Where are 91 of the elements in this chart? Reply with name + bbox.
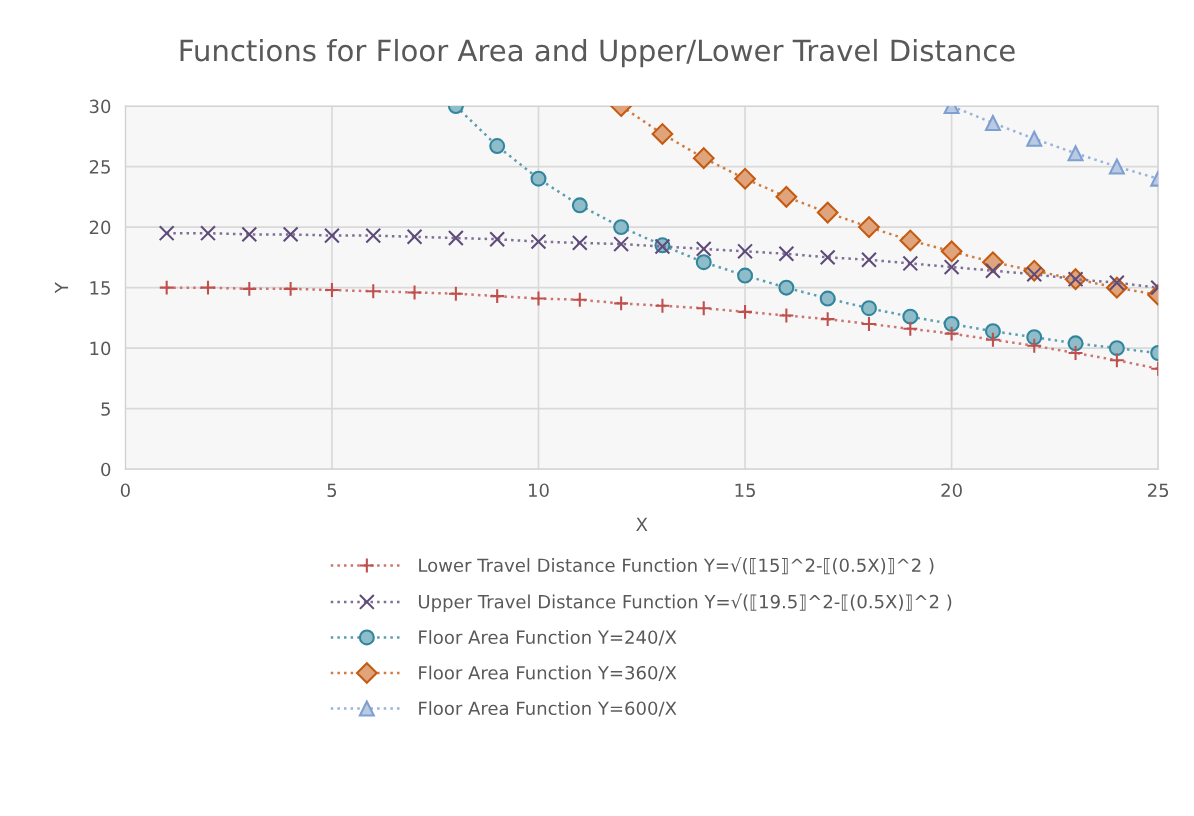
point [737, 267, 754, 284]
y-tick-label: 5 [101, 402, 110, 416]
x-tick-label: 15 [735, 483, 755, 498]
point [1108, 158, 1125, 175]
point [613, 295, 630, 312]
point [1108, 352, 1125, 369]
point [241, 226, 258, 243]
point [365, 283, 382, 300]
point [734, 167, 756, 190]
point [899, 229, 922, 252]
point [406, 228, 423, 245]
point [692, 147, 715, 169]
x-tick-label: 10 [528, 483, 549, 498]
legend-label: Floor Area Function Y=240/X [419, 630, 677, 646]
point [489, 288, 506, 305]
point [571, 234, 588, 251]
x-tick-label: 20 [941, 483, 962, 498]
point [323, 282, 340, 299]
y-tick-label: 15 [90, 281, 110, 295]
point [737, 303, 754, 320]
point [778, 279, 795, 296]
point [489, 231, 506, 248]
point [241, 280, 258, 297]
point [902, 255, 919, 272]
y-tick-label: 0 [101, 462, 111, 477]
point [902, 308, 919, 325]
legend-label: Upper Travel Distance Function Y=√(⟦19.5⟧^2-⟦(0.5X)⟧^2 ) [418, 593, 952, 612]
y-tick-label: 30 [89, 99, 111, 114]
point [613, 219, 630, 236]
point [323, 227, 340, 244]
point [819, 249, 836, 266]
point [861, 251, 877, 268]
point [984, 331, 1001, 348]
point [1026, 337, 1043, 354]
chart-title: Functions for Floor Area and Upper/Lower Travel Distance [180, 38, 1015, 68]
point [902, 320, 919, 337]
point [406, 284, 423, 301]
point [158, 225, 175, 242]
point [282, 280, 299, 297]
point [530, 290, 547, 307]
point [1026, 329, 1043, 346]
x-tick-label: 5 [327, 483, 337, 498]
point [984, 323, 1001, 340]
point [695, 300, 712, 317]
point [861, 315, 877, 332]
point [158, 279, 175, 296]
point [489, 138, 506, 155]
point [571, 197, 588, 214]
x-tick-label: 25 [1148, 483, 1169, 498]
point [943, 315, 960, 332]
point [775, 186, 798, 208]
point [200, 225, 216, 242]
point [943, 259, 960, 276]
y-axis-title: Y [54, 282, 69, 294]
y-tick-label: 20 [89, 220, 111, 235]
point [737, 243, 754, 260]
point [447, 230, 464, 246]
point [654, 297, 671, 314]
point [282, 226, 299, 243]
point [651, 123, 674, 145]
point [1067, 345, 1084, 361]
y-tick-label: 10 [90, 341, 111, 356]
point [816, 201, 839, 224]
point [530, 170, 547, 187]
point [1067, 145, 1084, 162]
point [200, 279, 216, 296]
point [695, 254, 712, 271]
point [571, 291, 588, 308]
point [613, 236, 630, 253]
point [778, 245, 795, 262]
point [1026, 130, 1043, 147]
legend-label: Lower Travel Distance Function Y=√(⟦15⟧^2-⟦(0.5X)⟧^2 ) [419, 557, 934, 575]
point [778, 307, 795, 324]
point [984, 115, 1001, 132]
point [365, 227, 382, 244]
point [943, 325, 960, 342]
point [940, 240, 963, 263]
point [861, 300, 877, 317]
point [530, 233, 547, 250]
legend-label: Floor Area Function Y=360/X [419, 665, 677, 681]
y-tick-label: 25 [89, 160, 110, 174]
point [819, 311, 836, 328]
point [1108, 340, 1125, 357]
point [695, 240, 712, 257]
x-axis-title: X [636, 517, 648, 531]
point [1067, 335, 1084, 352]
legend-label: Floor Area Function Y=600/X [419, 701, 677, 717]
x-tick-label: 0 [120, 483, 130, 498]
point [447, 285, 464, 302]
point [858, 216, 880, 238]
point [819, 290, 836, 307]
